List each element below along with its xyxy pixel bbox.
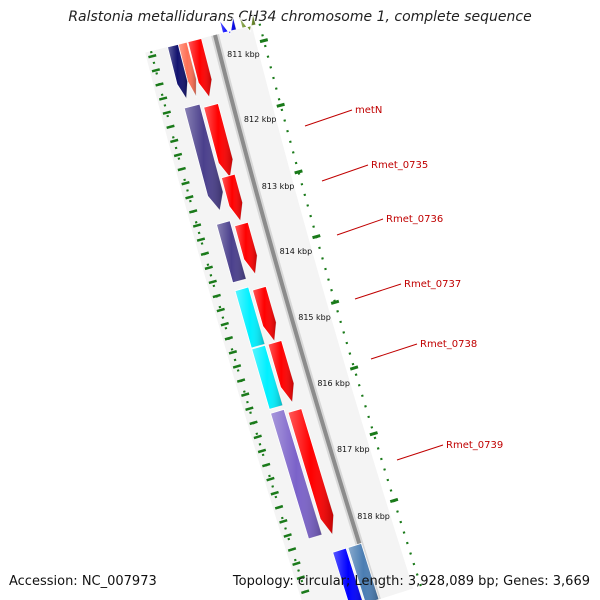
kbp-tick-mark [349,365,359,371]
gene-arrow-shade [184,104,224,211]
minor-tick-mark [148,54,157,59]
gene-label: Rmet_0735 [371,160,428,171]
gene-label: Rmet_0737 [404,279,461,290]
gene-label-leader [321,164,369,182]
gene-label-leader [354,283,402,300]
gene-arrow-shade [268,340,294,403]
minor-tick-mark [170,138,179,144]
minor-tick-mark [185,195,194,200]
minor-tick-mark [253,434,262,440]
minor-tick-mark [158,96,168,101]
kbp-tick-mark [312,234,321,240]
gene-label: Rmet_0739 [446,440,503,451]
kbp-tick-mark [369,431,378,437]
gene-arrow-shade [219,16,237,35]
minor-tick-mark [270,490,279,496]
gene-arrow-shade [234,222,258,275]
minor-tick-mark [262,462,271,468]
gene-arrow-shade [178,42,197,97]
minor-tick-mark [208,279,217,285]
minor-tick-mark [173,152,183,158]
minor-tick-mark [283,533,292,538]
minor-tick-mark [216,307,225,313]
minor-tick-mark [236,378,246,383]
kbp-tick-label: 811 kbp [227,50,260,59]
kbp-tick-label: 815 kbp [298,313,331,322]
gene-arrow-shade [270,409,322,539]
minor-tick-mark [196,237,206,242]
gene-arrow-shade [252,286,277,342]
gene-arrow-shade [347,543,379,600]
minor-tick-mark [301,589,310,595]
minor-tick-mark [151,68,161,73]
kbp-tick-label: 816 kbp [317,379,350,388]
minor-tick-mark [292,561,301,567]
minor-tick-mark [245,406,254,412]
minor-tick-mark [162,110,171,115]
minor-tick-mark [177,166,186,172]
gene-arrow-shade [235,286,265,349]
kbp-tick-label: 817 kbp [337,445,370,454]
gene-label-leader [370,343,418,360]
kbp-tick-mark [389,497,399,504]
gene-arrow-shade [167,44,188,99]
kbp-tick-mark [276,102,285,108]
gene-arrow-shade [203,103,233,178]
gene-arrow-shade [251,345,283,410]
kbp-tick-label: 814 kbp [280,247,313,256]
minor-tick-mark [155,82,164,87]
minor-tick-mark [189,209,198,214]
minor-tick-mark [204,265,213,271]
minor-tick-mark [212,293,221,299]
gene-arrow-shade [187,38,212,98]
minor-tick-mark [257,448,267,454]
minor-tick-mark [241,392,250,397]
gene-label-leader [304,109,353,127]
minor-tick-mark [181,180,190,186]
minor-tick-mark [220,321,229,327]
minor-tick-mark [279,519,288,524]
map-title: Ralstonia metallidurans CH34 chromosome … [68,9,532,25]
topology-summary: Topology: circular; Length: 3,928,089 bp… [232,574,590,589]
kbp-tick-label: 818 kbp [357,512,390,521]
minor-tick-mark [200,251,210,256]
gene-arrow-shade [288,408,334,535]
gene-label: Rmet_0736 [386,214,443,225]
gene-label: Rmet_0738 [420,339,477,350]
kbp-tick-mark [294,169,303,175]
minor-tick-mark [224,335,234,341]
kbp-tick-label: 812 kbp [244,115,277,124]
gene-arrow-shade [216,220,247,283]
gene-arrow-shade [221,174,243,222]
backbone-line [213,34,379,600]
gene-label: metN [355,105,382,116]
minor-tick-mark [266,476,275,482]
minor-tick-mark [166,124,175,129]
gene-arrow-shade [332,548,363,600]
kbp-tick-mark [259,38,269,44]
gene-arrow-shade [239,13,256,32]
accession-text: Accession: NC_007973 [9,574,157,589]
minor-tick-mark [274,504,284,510]
minor-tick-mark [228,350,238,355]
minor-tick-mark [232,364,242,369]
minor-tick-mark [287,547,297,552]
minor-tick-mark [249,420,258,426]
gene-label-leader [396,444,444,461]
kbp-tick-mark [330,299,340,305]
gene-label-leader [336,218,384,236]
minor-tick-mark [296,575,305,581]
minor-tick-mark [192,223,202,228]
kbp-tick-label: 813 kbp [262,182,295,191]
